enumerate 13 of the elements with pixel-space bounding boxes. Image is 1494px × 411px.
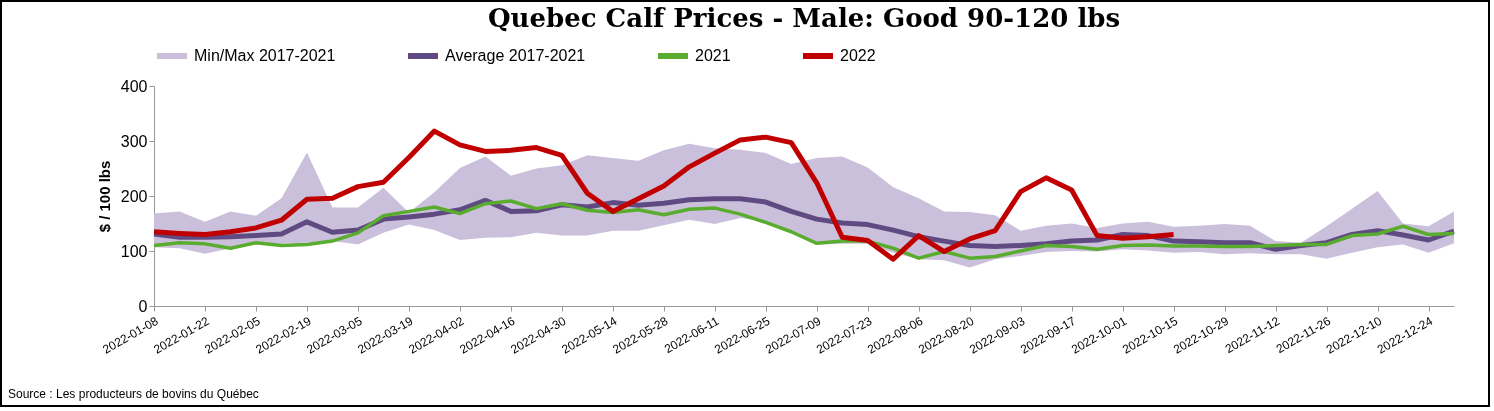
- y-axis-title: $ / 100 lbs: [95, 160, 113, 233]
- legend-label: 2022: [840, 47, 876, 64]
- legend-label: Average 2017-2021: [445, 47, 586, 64]
- source-note: Source : Les producteurs de bovins du Québec: [8, 387, 259, 401]
- y-tick-label: 400: [120, 77, 148, 95]
- y-tick-label: 100: [120, 242, 148, 260]
- legend-label: Min/Max 2017-2021: [194, 47, 336, 64]
- chart-title: Quebec Calf Prices - Male: Good 90-120 lbs: [487, 3, 1121, 33]
- y-tick-label: 200: [120, 187, 148, 205]
- y-tick-label: 300: [120, 132, 148, 150]
- legend-label: 2021: [695, 47, 731, 64]
- line-series: [152, 199, 1456, 260]
- y-tick-label: 0: [138, 297, 148, 315]
